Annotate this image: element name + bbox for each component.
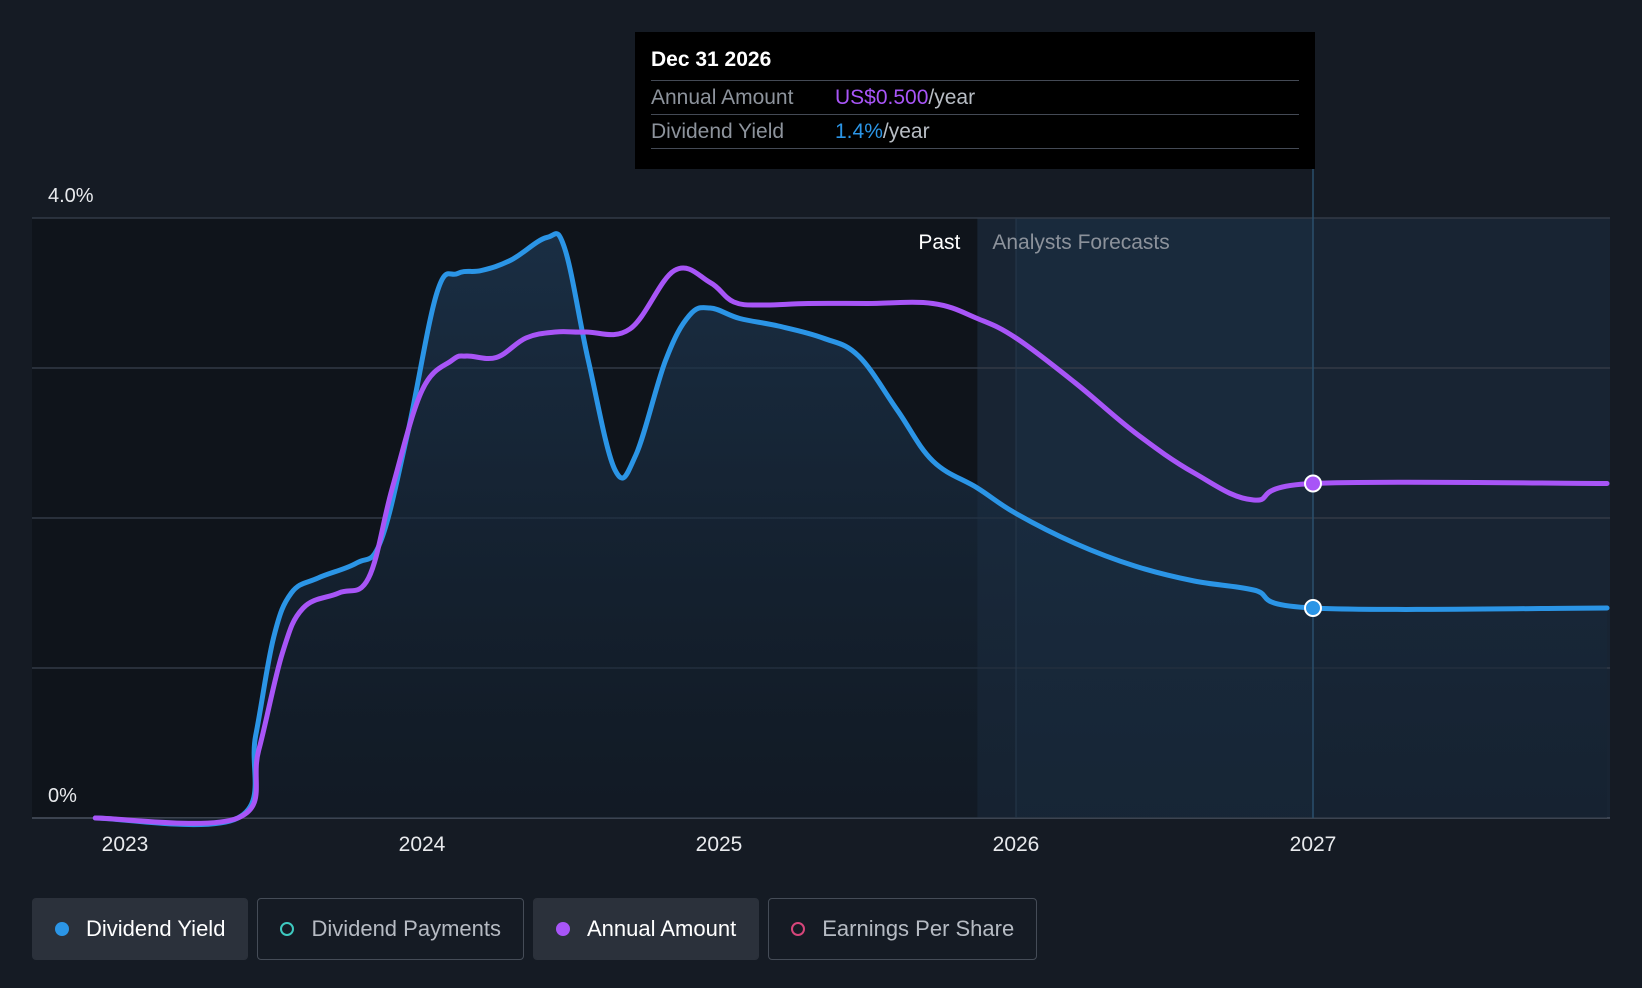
annual-amount-dot-icon bbox=[555, 922, 570, 936]
dividend-yield-dot-icon bbox=[55, 922, 69, 936]
legend-dividend-payments-button[interactable]: Dividend Payments bbox=[257, 898, 524, 960]
tooltip-row-dividend-yield: Dividend Yield 1.4% /year bbox=[651, 115, 1299, 149]
tooltip-unit: /year bbox=[928, 86, 976, 109]
y-tick-label: 4.0% bbox=[48, 185, 94, 207]
legend-label: Annual Amount bbox=[586, 916, 737, 941]
legend-label: Earnings Per Share bbox=[822, 916, 1015, 941]
legend-label: Dividend Payments bbox=[311, 916, 501, 941]
annual-amount-line bbox=[92, 265, 1610, 826]
x-tick-label: 2026 bbox=[993, 833, 1040, 856]
legend-dividend-yield-button[interactable]: Dividend Yield bbox=[32, 898, 249, 960]
tooltip-label: Annual Amount bbox=[651, 86, 794, 109]
x-tick-label: 2024 bbox=[399, 833, 446, 856]
legend-label: Dividend Yield bbox=[86, 916, 226, 941]
legend: Dividend Yield Dividend Payments Annual … bbox=[32, 898, 1038, 960]
dividend-yield-line bbox=[92, 231, 1610, 828]
tooltip-label: Dividend Yield bbox=[651, 120, 785, 143]
x-tick-label: 2023 bbox=[102, 833, 149, 856]
tooltip-row-annual-amount: Annual Amount US$0.500 /year bbox=[651, 81, 1299, 115]
tooltip: Dec 31 2026 Annual Amount US$0.500 /year… bbox=[635, 32, 1315, 169]
forecast-label: Analysts Forecasts bbox=[992, 231, 1169, 254]
dividend-payments-ring-icon bbox=[280, 922, 295, 936]
annual-amount-marker[interactable] bbox=[1304, 474, 1322, 493]
y-tick-label: 0% bbox=[48, 785, 77, 807]
tooltip-date: Dec 31 2026 bbox=[651, 46, 1299, 81]
legend-annual-amount-button[interactable]: Annual Amount bbox=[532, 898, 760, 960]
past-label: Past bbox=[918, 231, 960, 254]
dividend-yield-area bbox=[95, 233, 1608, 825]
legend-earnings-per-share-button[interactable]: Earnings Per Share bbox=[768, 898, 1038, 960]
x-tick-label: 2025 bbox=[696, 833, 743, 856]
tooltip-value: 1.4% bbox=[835, 120, 883, 143]
dividend-yield-marker[interactable] bbox=[1304, 599, 1322, 617]
earnings-per-share-ring-icon bbox=[791, 922, 806, 936]
tooltip-value: US$0.500 bbox=[835, 86, 929, 109]
x-tick-label: 2027 bbox=[1290, 833, 1337, 856]
tooltip-unit: /year bbox=[882, 120, 930, 143]
